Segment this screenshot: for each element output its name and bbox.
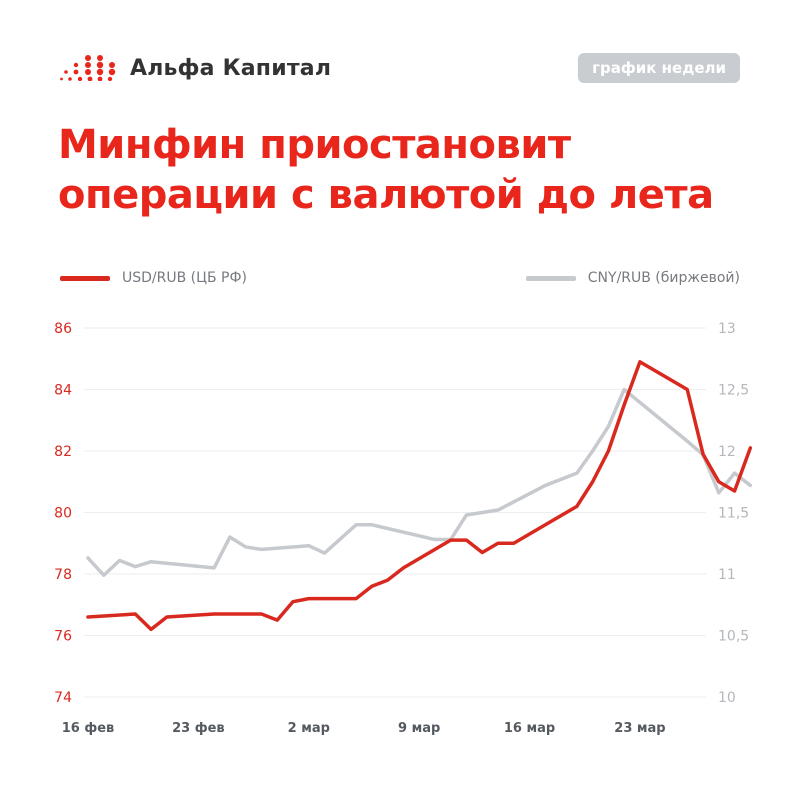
brand-name: Альфа Капитал [130, 55, 332, 81]
y-right-tick-label: 11 [718, 567, 736, 583]
week-chart-badge: график недели [578, 53, 740, 83]
series-cny-rub-line [86, 387, 753, 577]
y-left-tick-label: 80 [54, 506, 72, 522]
series-usd-rub-line [86, 360, 753, 632]
title-line-1: Минфин приостановит [58, 122, 571, 168]
x-tick-label: 16 фев [62, 721, 115, 736]
legend-cny-rub: CNY/RUB (биржевой) [525, 270, 740, 286]
red-dot-grid-logo-icon [60, 55, 116, 81]
y-right-tick-label: 12,5 [718, 383, 749, 399]
x-tick-label: 9 мар [398, 721, 440, 736]
legend-cny-label: CNY/RUB (биржевой) [587, 270, 740, 286]
legend-usd-rub: USD/RUB (ЦБ РФ) [60, 270, 247, 286]
legend-usd-label: USD/RUB (ЦБ РФ) [122, 270, 248, 286]
x-tick-label: 16 мар [504, 721, 555, 736]
y-left-tick-label: 86 [54, 321, 72, 337]
y-left-tick-label: 78 [54, 567, 72, 583]
title-line-2: операции с валютой до лета [58, 172, 714, 218]
y-right-tick-label: 10,5 [718, 629, 749, 645]
y-left-tick-label: 76 [54, 629, 72, 645]
legend-cny-swatch [525, 275, 576, 281]
y-left-tick-label: 74 [54, 690, 72, 706]
y-right-tick-label: 11,5 [718, 506, 749, 522]
x-tick-label: 23 фев [172, 721, 225, 736]
page-title: Минфин приостановит операции с валютой д… [58, 120, 758, 220]
legend-usd-swatch [60, 275, 110, 281]
y-right-tick-label: 13 [718, 321, 736, 337]
y-left-tick-label: 84 [54, 383, 72, 399]
x-tick-label: 23 мар [614, 721, 665, 736]
brand-logo: Альфа Капитал [60, 55, 331, 81]
y-right-tick-label: 12 [718, 444, 736, 460]
y-right-tick-label: 10 [718, 690, 736, 706]
x-tick-label: 2 мар [288, 721, 330, 736]
y-left-tick-label: 82 [54, 444, 72, 460]
